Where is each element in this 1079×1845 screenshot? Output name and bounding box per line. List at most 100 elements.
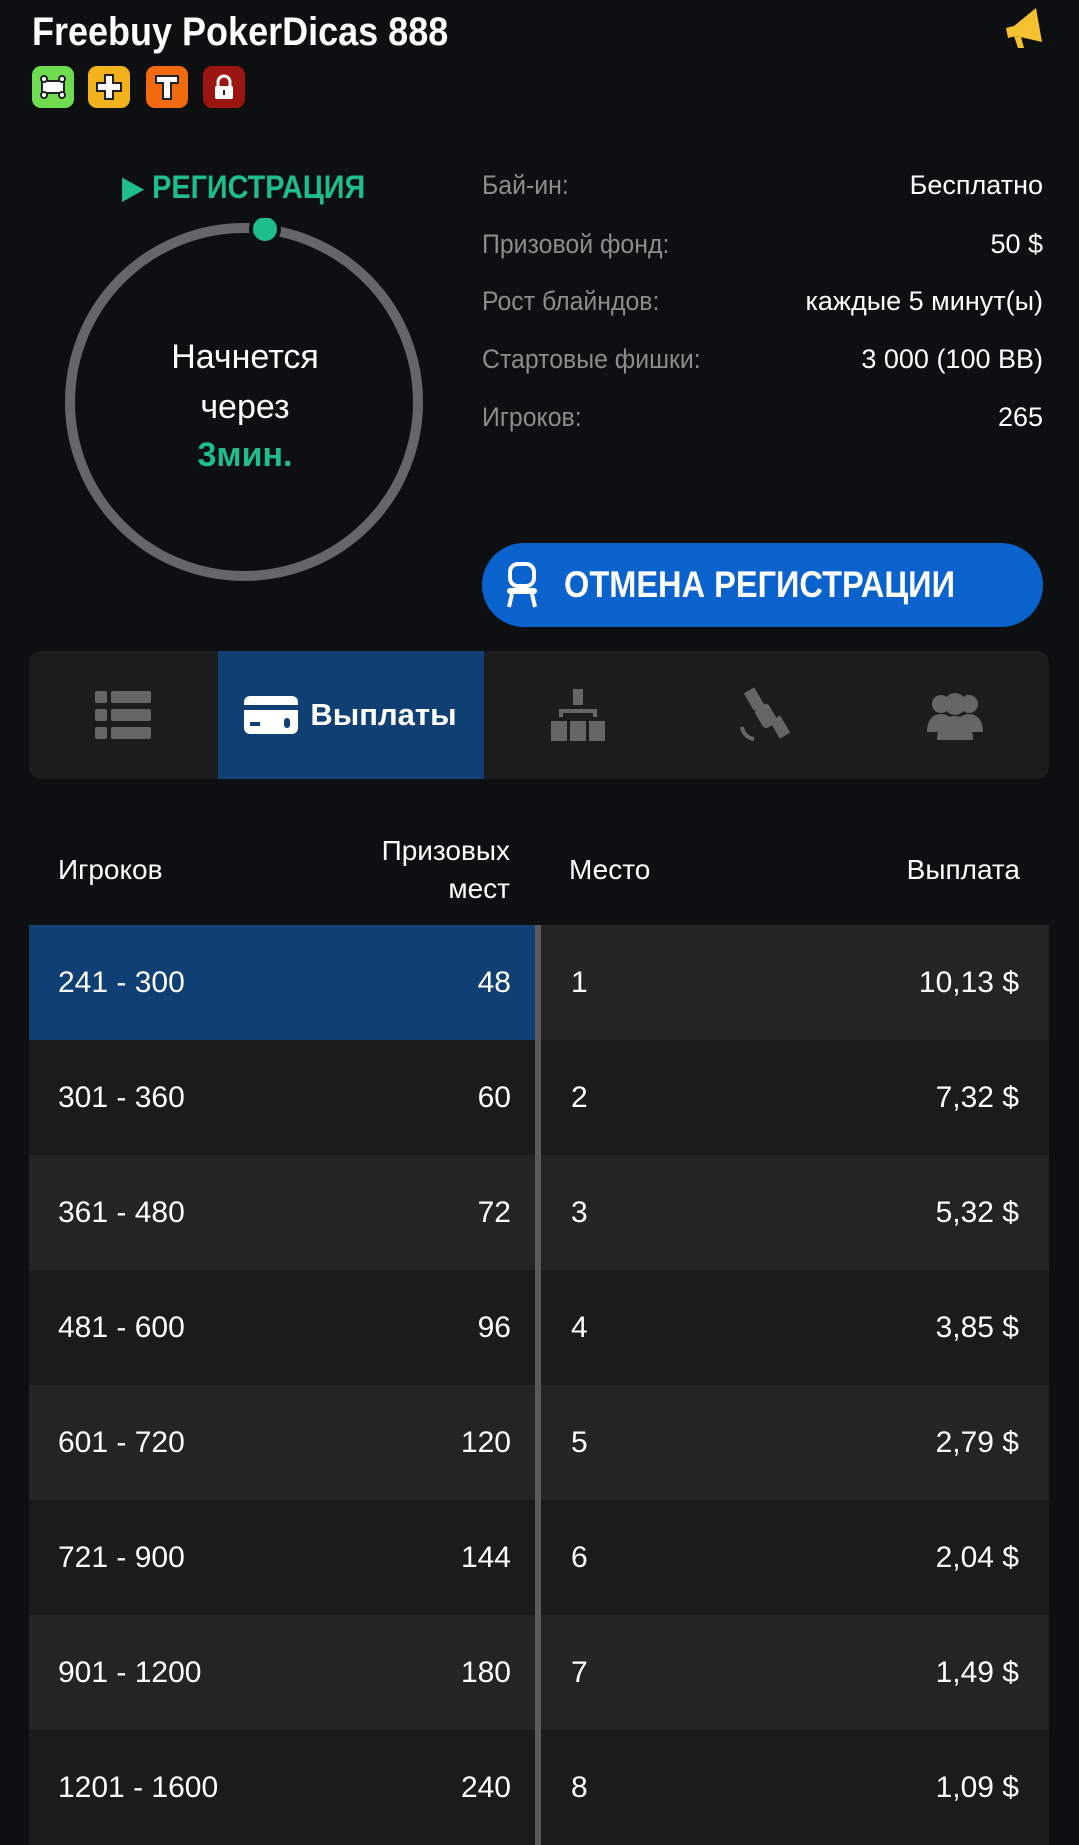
table-row[interactable]: 361 - 480 72 3 5,32 $ xyxy=(29,1155,1049,1270)
players-range-cell[interactable]: 481 - 600 96 xyxy=(29,1270,535,1385)
info-value: каждые 5 минут(ы) xyxy=(805,286,1044,316)
satellite-icon xyxy=(740,687,791,741)
starts-in-line2: через xyxy=(200,388,290,426)
players-range-cell[interactable]: 721 - 900 144 xyxy=(29,1500,535,1615)
tournament-title: Freebuy PokerDicas 888 xyxy=(32,10,449,54)
players-range: 241 - 300 xyxy=(58,965,185,999)
info-label: Стартовые фишки: xyxy=(482,344,701,374)
table-row[interactable]: 901 - 1200 180 7 1,49 $ xyxy=(29,1615,1049,1730)
players-range: 601 - 720 xyxy=(58,1425,185,1459)
players-range: 361 - 480 xyxy=(58,1195,185,1229)
tab-info[interactable] xyxy=(29,651,218,779)
structure-icon xyxy=(550,689,605,741)
players-range-cell[interactable]: 601 - 720 120 xyxy=(29,1385,535,1500)
countdown-ring xyxy=(65,218,423,581)
prize-places: 144 xyxy=(460,1540,511,1574)
prize-places: 180 xyxy=(460,1655,511,1689)
players-range-cell[interactable]: 241 - 300 48 xyxy=(29,925,535,1040)
payout-cell: 4 3,85 $ xyxy=(541,1270,1049,1385)
col-header-payout: Выплата xyxy=(906,854,1020,885)
payout: 1,09 $ xyxy=(935,1770,1019,1804)
payout: 10,13 $ xyxy=(918,965,1019,999)
column-divider xyxy=(535,925,541,1040)
table-row[interactable]: 241 - 300 48 1 10,13 $ xyxy=(29,925,1049,1040)
payout: 5,32 $ xyxy=(935,1195,1019,1229)
prize-places: 60 xyxy=(477,1080,511,1114)
place: 7 xyxy=(571,1655,588,1689)
col-header-prize-places: Призовых мест xyxy=(382,832,510,908)
registration-status: ▶ РЕГИСТРАЦИЯ xyxy=(122,169,366,205)
info-label: Призовой фонд: xyxy=(482,229,670,259)
registration-label: РЕГИСТРАЦИЯ xyxy=(152,169,366,205)
payout-cell: 2 7,32 $ xyxy=(541,1040,1049,1155)
players-range-cell[interactable]: 301 - 360 60 xyxy=(29,1040,535,1155)
info-label: Рост блайндов: xyxy=(482,286,660,316)
payout: 1,49 $ xyxy=(935,1655,1019,1689)
table-row[interactable]: 1201 - 1600 240 8 1,09 $ xyxy=(29,1730,1049,1845)
prize-places: 72 xyxy=(477,1195,511,1229)
place: 6 xyxy=(571,1540,588,1574)
card-icon xyxy=(244,696,299,734)
prize-places: 240 xyxy=(460,1770,511,1804)
place: 1 xyxy=(571,965,588,999)
place: 5 xyxy=(571,1425,588,1459)
tab-bar: Выплаты xyxy=(29,651,1049,779)
players-range-cell[interactable]: 901 - 1200 180 xyxy=(29,1615,535,1730)
payout: 2,79 $ xyxy=(935,1425,1019,1459)
payout-cell: 7 1,49 $ xyxy=(541,1615,1049,1730)
cancel-registration-label: ОТМЕНА РЕГИСТРАЦИИ xyxy=(564,564,955,605)
place: 3 xyxy=(571,1195,588,1229)
tab-players[interactable] xyxy=(861,651,1050,779)
column-divider xyxy=(535,1385,541,1500)
col-header-players: Игроков xyxy=(58,854,163,885)
table-row[interactable]: 721 - 900 144 6 2,04 $ xyxy=(29,1500,1049,1615)
payout: 7,32 $ xyxy=(935,1080,1019,1114)
table-row[interactable]: 601 - 720 120 5 2,79 $ xyxy=(29,1385,1049,1500)
info-label: Бай-ин: xyxy=(482,170,569,200)
info-value: Бесплатно xyxy=(909,170,1043,200)
players-range: 301 - 360 xyxy=(58,1080,185,1114)
info-value: 265 xyxy=(997,402,1043,432)
players-range: 901 - 1200 xyxy=(58,1655,202,1689)
info-label: Игроков: xyxy=(482,402,582,432)
turbo-icon xyxy=(32,66,74,108)
t-icon xyxy=(146,66,188,108)
players-range: 1201 - 1600 xyxy=(58,1770,219,1804)
cancel-registration-button[interactable]: ОТМЕНА РЕГИСТРАЦИИ xyxy=(482,543,1043,627)
players-range-cell[interactable]: 361 - 480 72 xyxy=(29,1155,535,1270)
prize-places: 96 xyxy=(477,1310,511,1344)
list-icon xyxy=(95,691,152,739)
column-divider xyxy=(535,1155,541,1270)
tab-payouts[interactable]: Выплаты xyxy=(217,651,484,779)
starts-in-line1: Начнется xyxy=(171,338,319,376)
prize-places: 48 xyxy=(477,965,511,999)
table-row[interactable]: 301 - 360 60 2 7,32 $ xyxy=(29,1040,1049,1155)
column-divider xyxy=(535,1040,541,1155)
tab-structure[interactable] xyxy=(484,651,673,779)
column-divider xyxy=(535,1500,541,1615)
players-icon xyxy=(926,693,983,740)
table-row[interactable]: 481 - 600 96 4 3,85 $ xyxy=(29,1270,1049,1385)
column-divider xyxy=(535,1730,541,1845)
column-divider xyxy=(535,1615,541,1730)
payout-cell: 5 2,79 $ xyxy=(541,1385,1049,1500)
megaphone-icon[interactable] xyxy=(1002,6,1048,54)
info-value: 3 000 (100 BB) xyxy=(861,344,1043,374)
plus-icon xyxy=(88,66,130,108)
place: 8 xyxy=(571,1770,588,1804)
prize-places-line2: мест xyxy=(448,873,510,904)
payout: 3,85 $ xyxy=(935,1310,1019,1344)
payout: 2,04 $ xyxy=(935,1540,1019,1574)
players-range-cell[interactable]: 1201 - 1600 240 xyxy=(29,1730,535,1845)
info-value: 50 $ xyxy=(990,229,1043,259)
tab-satellites[interactable] xyxy=(672,651,861,779)
countdown-time: 3мин. xyxy=(197,436,293,474)
tab-payouts-label: Выплаты xyxy=(310,697,457,732)
prize-places: 120 xyxy=(460,1425,511,1459)
payout-cell: 6 2,04 $ xyxy=(541,1500,1049,1615)
lock-icon xyxy=(203,66,245,108)
payout-cell: 3 5,32 $ xyxy=(541,1155,1049,1270)
column-divider xyxy=(535,1270,541,1385)
prize-places-line1: Призовых xyxy=(381,835,510,866)
payout-cell: 1 10,13 $ xyxy=(541,925,1049,1040)
